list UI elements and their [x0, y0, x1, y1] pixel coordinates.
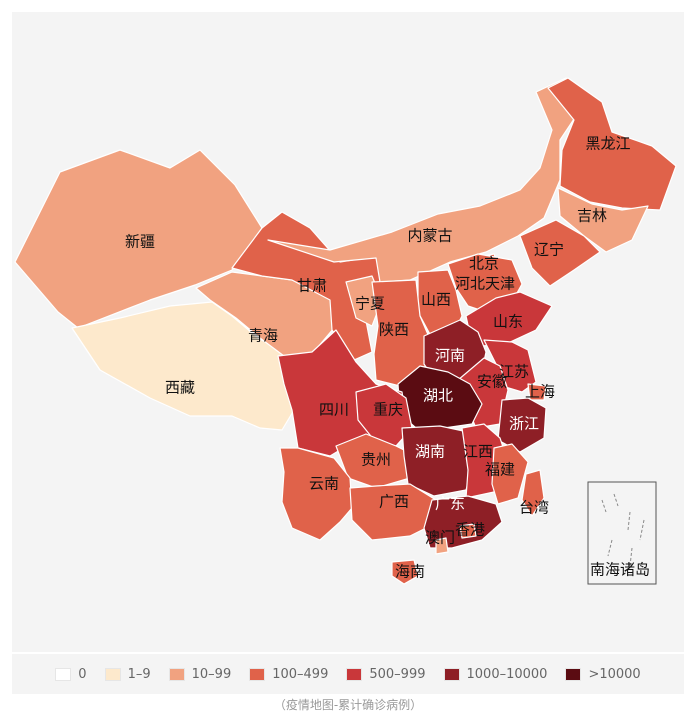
province-label-zhejiang: 浙江 — [508, 414, 540, 433]
province-jilin[interactable] — [557, 187, 649, 253]
province-label-guangdong: 广东 — [434, 494, 466, 513]
legend-item[interactable]: >10000 — [565, 666, 641, 682]
legend-item[interactable]: 10–99 — [168, 666, 232, 682]
legend-label: 1000–10000 — [466, 666, 548, 682]
province-label-qinghai: 青海 — [247, 326, 279, 345]
province-label-sichuan: 四川 — [318, 400, 350, 419]
south-china-sea-inset — [587, 481, 657, 585]
province-label-fujian: 福建 — [484, 460, 516, 479]
province-guangdong[interactable] — [423, 495, 503, 549]
province-label-guizhou: 贵州 — [360, 450, 392, 469]
nine-dash-segment — [639, 519, 645, 541]
province-label-anhui: 安徽 — [476, 372, 508, 391]
province-label-guangxi: 广西 — [378, 492, 410, 511]
legend-item[interactable]: 500–999 — [346, 666, 426, 682]
province-liaoning[interactable] — [519, 219, 601, 287]
nine-dash-segment — [601, 499, 607, 513]
province-yunnan[interactable] — [279, 447, 353, 541]
province-label-jiangsu: 江苏 — [498, 362, 530, 381]
inset-label: 南海诸岛 — [589, 560, 651, 579]
province-fujian[interactable] — [491, 443, 529, 505]
province-heilongjiang[interactable] — [547, 77, 677, 211]
legend-label: 500–999 — [369, 666, 426, 682]
province-label-jilin: 吉林 — [576, 206, 608, 225]
province-label-xianggang: 香港 — [454, 520, 486, 539]
province-xianggang[interactable] — [459, 523, 477, 539]
legend-item[interactable]: 0 — [55, 666, 87, 682]
province-label-ningxia: 宁夏 — [354, 294, 386, 313]
legend-swatch — [249, 667, 266, 681]
legend-swatch — [346, 667, 363, 681]
legend-label: >10000 — [588, 666, 641, 682]
legend-item[interactable]: 100–499 — [249, 667, 328, 682]
province-label-liaoning: 辽宁 — [533, 240, 565, 259]
province-label-shandong: 山东 — [492, 312, 524, 331]
china-map — [14, 77, 677, 585]
nine-dash-segment — [629, 547, 633, 567]
legend-item[interactable]: 1–9 — [104, 666, 151, 682]
province-label-neimenggu: 内蒙古 — [407, 226, 453, 245]
legend-swatch — [565, 667, 582, 681]
province-label-hainan: 海南 — [394, 562, 426, 581]
province-taiwan[interactable] — [521, 469, 545, 517]
province-label-shaanxi: 陕西 — [378, 320, 410, 339]
province-label-beijing: 北京 — [468, 254, 500, 273]
province-label-henan: 河南 — [434, 346, 466, 365]
map-caption: （疫情地图-累计确诊病例） — [273, 698, 423, 712]
province-aomen[interactable] — [435, 537, 449, 555]
province-label-hunan: 湖南 — [414, 442, 446, 461]
province-hainan[interactable] — [391, 559, 419, 585]
nine-dash-segment — [607, 539, 613, 557]
legend-swatch — [168, 667, 185, 681]
map-panel: 新疆西藏 青海 甘肃 内蒙古 黑龙江吉林 辽宁北京 天津 河北 山西 宁夏陕西 山东河南江苏 安徽 上海… — [12, 12, 684, 652]
legend-swatch — [55, 667, 72, 681]
province-label-gansu: 甘肃 — [296, 276, 328, 295]
nine-dash-segment — [613, 493, 619, 507]
province-label-shanghai: 上海 — [524, 382, 556, 401]
province-label-jiangxi: 江西 — [462, 442, 494, 461]
legend-swatch — [443, 667, 460, 681]
province-label-hubei: 湖北 — [422, 386, 454, 405]
nine-dash-segment — [627, 511, 631, 531]
legend-label: 100–499 — [272, 666, 329, 682]
province-label-heilongjiang: 黑龙江 — [585, 134, 631, 153]
province-label-taiwan: 台湾 — [518, 498, 550, 517]
legend-item[interactable]: 1000–10000 — [443, 666, 548, 682]
province-label-aomen: 澳门 — [424, 528, 456, 547]
province-qinghai[interactable] — [195, 271, 335, 357]
legend: 0 1–9 10–99 100–499 500–999 1000–10000 >10000 — [12, 654, 684, 694]
province-label-chongqing: 重庆 — [372, 400, 404, 419]
legend-swatch — [104, 667, 121, 681]
legend-label: 0 — [78, 666, 87, 682]
province-label-shanxi: 山西 — [420, 290, 452, 309]
province-label-xizang: 西藏 — [164, 378, 196, 397]
province-shanghai[interactable] — [527, 383, 547, 401]
legend-label: 1–9 — [127, 666, 151, 682]
province-label-tianjin: 天津 — [484, 274, 516, 293]
legend-label: 10–99 — [191, 666, 232, 682]
province-label-yunnan: 云南 — [308, 474, 340, 493]
province-label-xinjiang: 新疆 — [124, 232, 156, 251]
province-label-hebei: 河北 — [454, 274, 486, 293]
